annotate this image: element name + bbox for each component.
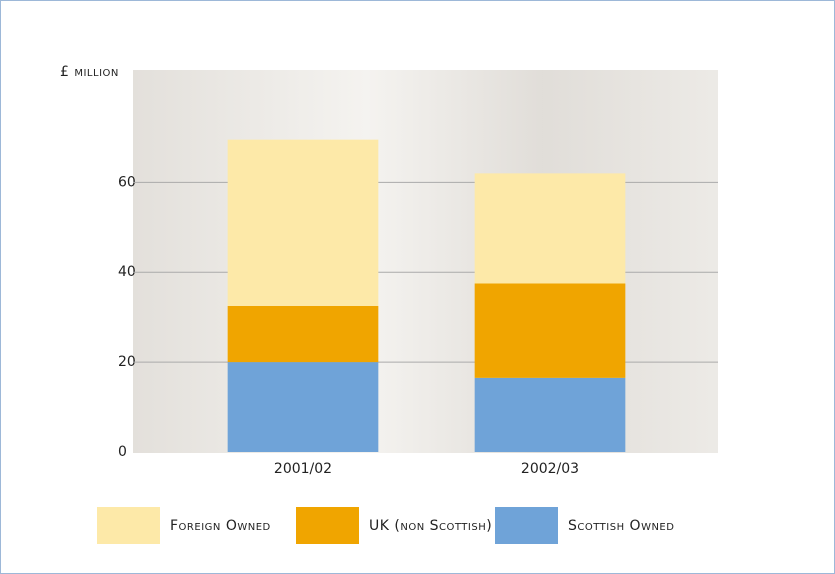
legend-label: Scottish Owned (568, 518, 674, 534)
y-tick-label: 0 (118, 444, 127, 460)
bar-segment (227, 362, 379, 452)
x-tick-label: 2002/03 (521, 461, 579, 477)
legend-swatch (97, 507, 160, 544)
bar-segment (474, 173, 626, 284)
background-photo (133, 70, 718, 453)
bar-segment (227, 305, 379, 363)
y-axis-label: £ million (60, 64, 119, 80)
bar-segment (227, 139, 379, 306)
y-tick-label: 20 (118, 354, 136, 370)
x-tick-label: 2001/02 (274, 461, 332, 477)
y-tick-label: 40 (118, 264, 136, 280)
bar-segment (474, 283, 626, 378)
bar-segment (474, 377, 626, 452)
legend-swatch (495, 507, 558, 544)
legend-label: Foreign Owned (170, 518, 271, 534)
legend-swatch (296, 507, 359, 544)
y-tick-label: 60 (118, 174, 136, 190)
